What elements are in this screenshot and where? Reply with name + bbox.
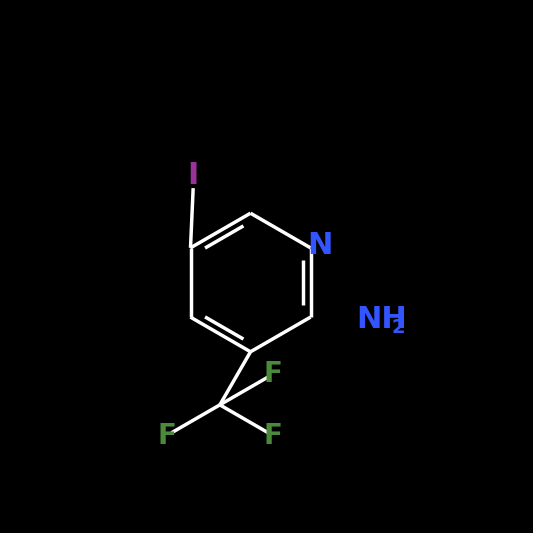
- Text: N: N: [308, 231, 333, 260]
- Text: 2: 2: [392, 318, 405, 337]
- Text: F: F: [263, 360, 282, 388]
- Text: I: I: [188, 161, 199, 190]
- Text: F: F: [157, 422, 176, 449]
- Text: F: F: [263, 422, 282, 449]
- Text: NH: NH: [356, 305, 407, 334]
